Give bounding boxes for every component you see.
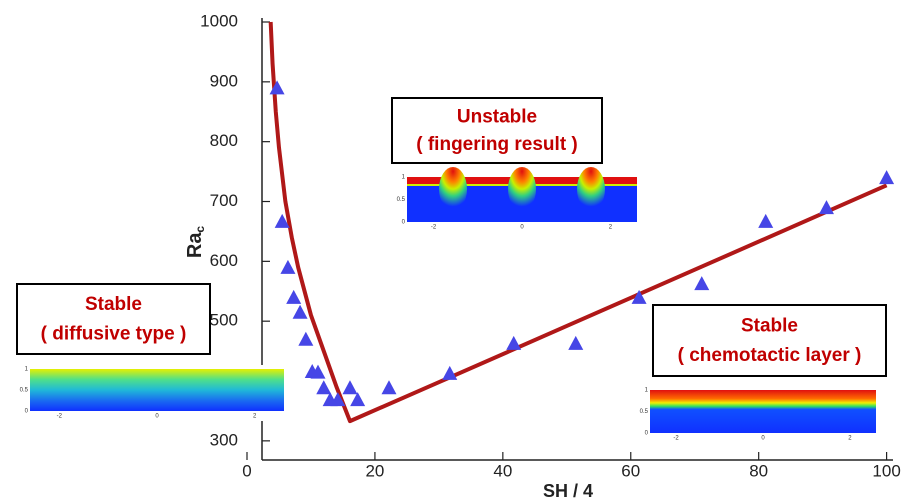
annotation-subtitle: ( diffusive type ) [41, 323, 187, 344]
x-tick-label: 0 [242, 461, 251, 480]
y-tick-label: 900 [210, 71, 238, 90]
data-point [818, 200, 834, 215]
data-point [694, 276, 710, 291]
inset-y-tick-label: 1 [25, 367, 29, 373]
data-point [292, 304, 308, 319]
inset-finger [508, 167, 536, 211]
annotation-title: Stable [85, 294, 142, 315]
x-tick-label: 20 [365, 461, 384, 480]
inset-field [650, 390, 876, 433]
inset-y-tick-label: 0.5 [397, 197, 406, 203]
data-point [350, 392, 366, 407]
inset-y-tick-label: 1 [402, 175, 406, 181]
annotation-title: Unstable [457, 107, 537, 128]
annotation-subtitle: ( chemotactic layer ) [678, 345, 862, 366]
y-tick-label: 500 [210, 311, 238, 330]
annotation-box [391, 97, 603, 164]
data-point [631, 289, 647, 304]
y-tick-label: 1000 [200, 11, 238, 30]
inset-y-tick-label: 0.5 [640, 409, 649, 415]
inset-x-tick-label: 2 [253, 414, 257, 420]
inset-finger [439, 167, 467, 211]
data-point [269, 80, 285, 95]
inset-y-tick-label: 0 [645, 431, 649, 437]
inset-y-tick-label: 1 [645, 388, 649, 394]
y-tick-label: 600 [210, 251, 238, 270]
data-point [310, 364, 326, 379]
x-tick-label: 40 [493, 461, 512, 480]
data-point [274, 213, 290, 228]
inset-finger [577, 167, 605, 211]
data-point [879, 170, 895, 185]
data-point [758, 213, 774, 228]
y-tick-label: 700 [210, 191, 238, 210]
y-axis-label: Rac [184, 226, 207, 259]
inset-y-tick-label: 0 [402, 220, 406, 226]
data-point [381, 380, 397, 395]
data-point [506, 335, 522, 350]
y-axis-label-main: Ra [184, 232, 206, 258]
data-point [286, 289, 302, 304]
x-tick-label: 100 [872, 461, 900, 480]
inset-y-tick-label: 0.5 [20, 388, 29, 394]
inset-x-tick-label: 0 [155, 414, 159, 420]
y-axis-label-subscript: c [193, 226, 207, 233]
data-point [442, 365, 458, 380]
data-point [280, 259, 296, 274]
inset-x-tick-label: -2 [431, 225, 437, 231]
inset-x-tick-label: 0 [520, 225, 524, 231]
data-point [298, 331, 314, 346]
x-tick-label: 60 [621, 461, 640, 480]
curve [268, 21, 888, 424]
inset-x-tick-label: -2 [673, 436, 679, 442]
y-tick-label: 300 [210, 430, 238, 449]
annotation-subtitle: ( fingering result ) [416, 134, 578, 155]
inset-x-tick-label: -2 [57, 414, 63, 420]
inset-x-tick-label: 2 [609, 225, 613, 231]
data-point [316, 380, 332, 395]
x-axis-label: SH / 4 [543, 481, 593, 501]
data-point [330, 392, 346, 407]
annotation-title: Stable [741, 315, 798, 336]
inset-x-tick-label: 2 [848, 436, 852, 442]
x-tick-label: 80 [749, 461, 768, 480]
inset-field [30, 369, 284, 411]
annotation-box [16, 283, 211, 355]
y-tick-label: 800 [210, 131, 238, 150]
annotation-box [652, 304, 887, 377]
data-point [568, 335, 584, 350]
inset-y-tick-label: 0 [25, 409, 29, 415]
data-point [342, 380, 358, 395]
inset-x-tick-label: 0 [761, 436, 765, 442]
